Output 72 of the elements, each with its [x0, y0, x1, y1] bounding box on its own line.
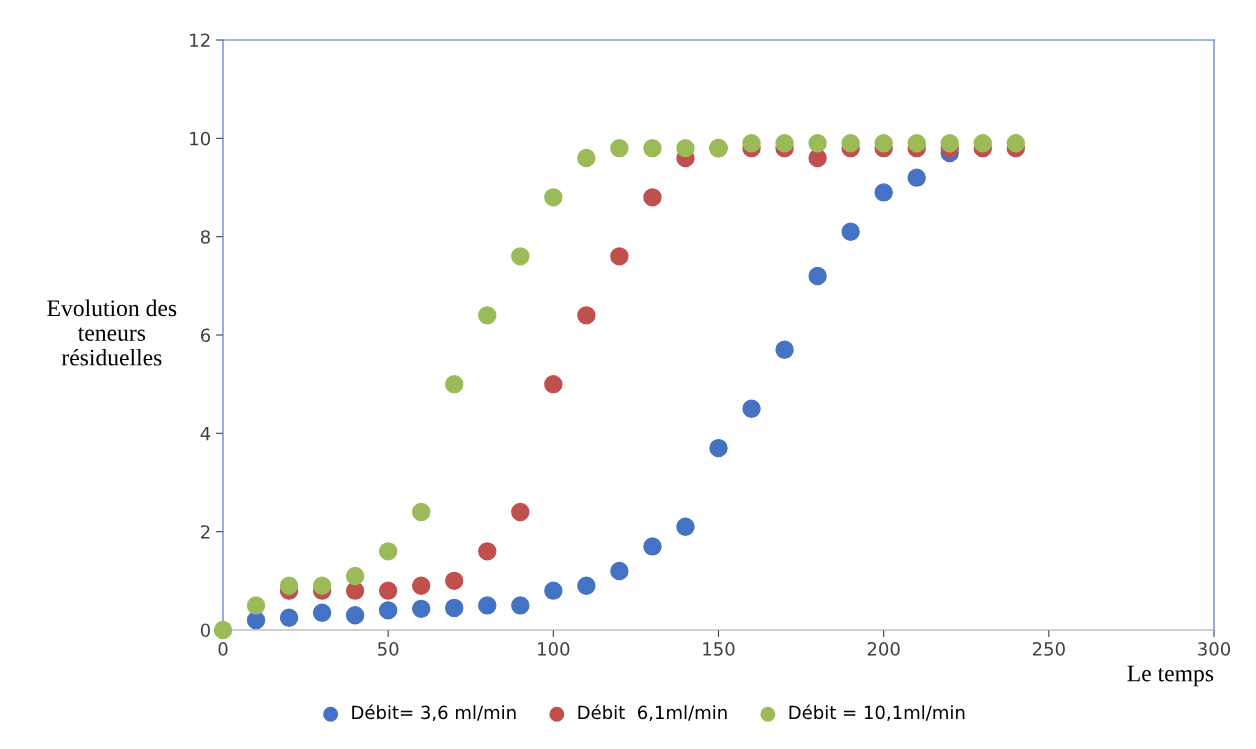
- x-tick-label: 300: [1198, 642, 1231, 656]
- point: [544, 581, 563, 600]
- point: [511, 596, 530, 615]
- point: [643, 188, 662, 207]
- point: [643, 138, 662, 158]
- point: [378, 601, 398, 620]
- point: [841, 134, 860, 153]
- legend-label: Débit = 10,1ml/min: [789, 704, 965, 722]
- point: [345, 606, 365, 625]
- point: [841, 222, 860, 241]
- x-tick-label: 200: [867, 642, 900, 656]
- point: [378, 542, 398, 561]
- point: [742, 134, 761, 153]
- point: [610, 561, 629, 581]
- point: [874, 183, 893, 202]
- y-tick-label: 0: [200, 623, 210, 638]
- point: [511, 247, 530, 266]
- point: [775, 340, 794, 359]
- point: [411, 576, 431, 595]
- legend-label: Débit 6,1ml/min: [578, 704, 727, 722]
- point: [808, 266, 827, 286]
- y-tick-label: 10: [190, 131, 210, 146]
- y-tick-label: 6: [200, 328, 211, 343]
- point: [643, 537, 662, 556]
- point: [775, 134, 794, 153]
- point: [478, 306, 497, 325]
- point: [445, 571, 464, 591]
- point: [577, 576, 596, 595]
- point: [577, 148, 596, 168]
- point: [511, 502, 530, 522]
- point: [478, 542, 497, 561]
- point: [411, 599, 431, 619]
- point: [345, 566, 365, 586]
- legend-label: Débit= 3,6 ml/min: [352, 704, 516, 722]
- point: [312, 603, 332, 622]
- x-tick-label: 250: [1032, 642, 1065, 656]
- point: [874, 134, 893, 153]
- x-tick-label: 50: [378, 642, 399, 656]
- y-tick-label: 8: [200, 230, 210, 244]
- point: [279, 608, 299, 627]
- point: [544, 374, 563, 394]
- point: [742, 399, 761, 418]
- point: [378, 581, 398, 600]
- y-tick-label: 2: [201, 525, 210, 539]
- point: [973, 134, 992, 153]
- point: [676, 138, 695, 158]
- y-tick-label: 12: [190, 33, 210, 47]
- point: [808, 134, 827, 153]
- point: [610, 138, 629, 158]
- point: [445, 598, 464, 618]
- x-tick-label: 100: [538, 642, 570, 656]
- point: [709, 438, 728, 458]
- point: [213, 620, 233, 640]
- point: [1006, 134, 1026, 153]
- point: [676, 517, 695, 536]
- point: [577, 306, 596, 325]
- x-axis-title: Le temps: [1127, 665, 1214, 687]
- x-tick-label: 150: [703, 642, 735, 656]
- y-axis-title: Evolution des teneurs résiduelles: [47, 299, 177, 366]
- x-tick-label: 0: [218, 642, 228, 656]
- point: [544, 188, 563, 207]
- y-tick-label: 4: [200, 427, 211, 441]
- point: [907, 168, 926, 187]
- point: [279, 576, 299, 595]
- point: [478, 596, 497, 615]
- point: [610, 247, 629, 266]
- point: [940, 134, 959, 153]
- point: [907, 134, 926, 153]
- point: [312, 576, 332, 595]
- point: [411, 502, 431, 522]
- point: [246, 596, 266, 615]
- point: [445, 374, 464, 394]
